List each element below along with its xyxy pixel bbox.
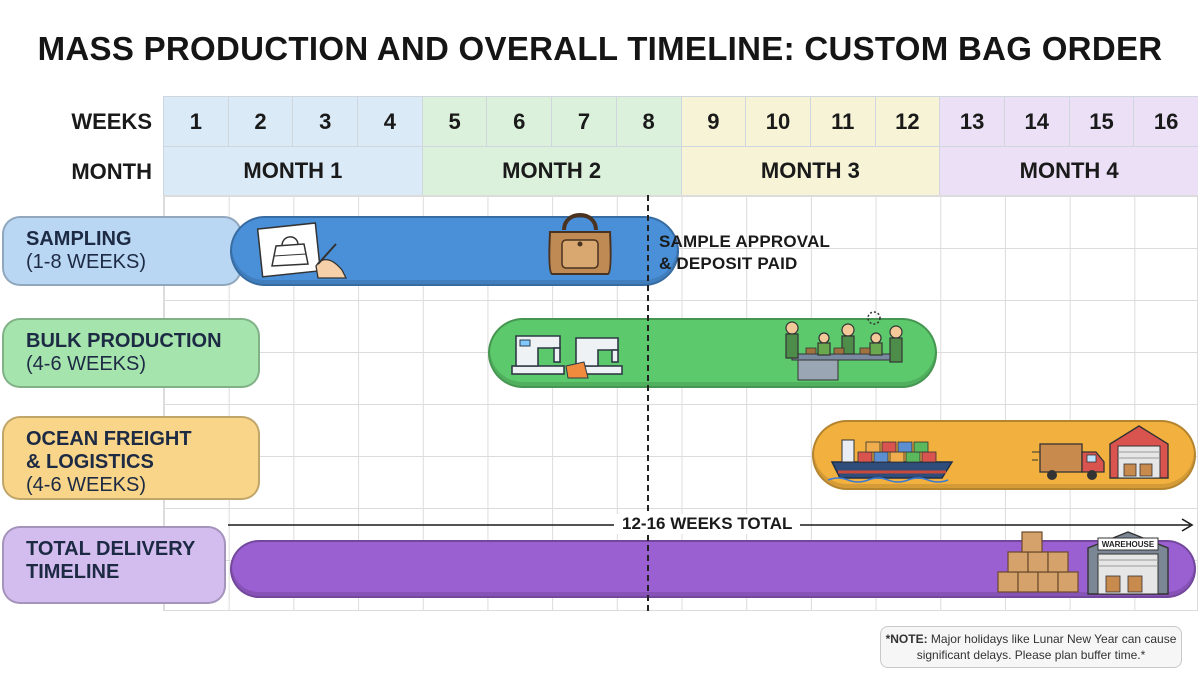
week-header-cell: 14 [1003, 96, 1069, 146]
phase-duration: (4-6 WEEKS) [26, 474, 147, 496]
phase-label: BULK PRODUCTION (4-6 WEEKS) [2, 318, 260, 388]
phase-label: SAMPLING (1-8 WEEKS) [2, 216, 242, 286]
week-header-cell: 10 [745, 96, 810, 146]
week-header-cell: 7 [551, 96, 616, 146]
note-text: Major holidays like Lunar New Year can c… [916, 632, 1177, 662]
sketch-icon [256, 222, 348, 279]
week-header-cell: 3 [292, 96, 358, 146]
phase-name: SAMPLING [26, 228, 132, 250]
sewing-machine-icon [511, 335, 623, 379]
week-header-cell: 16 [1133, 96, 1198, 146]
milestone-label: SAMPLE APPROVAL & DEPOSIT PAID [659, 231, 830, 275]
boxes-icon [997, 531, 1079, 593]
holiday-note: *NOTE: Major holidays like Lunar New Yea… [880, 626, 1182, 668]
phase-duration: (4-6 WEEKS) [26, 353, 147, 375]
week-header-cell: 12 [874, 96, 940, 146]
warehouse-icon [1109, 425, 1169, 479]
handbag-icon [548, 213, 612, 275]
week-header-cell: 11 [809, 96, 875, 146]
phase-name: & LOGISTICS [26, 451, 154, 473]
week-header-cell: 15 [1068, 96, 1134, 146]
week-header-cell: 4 [357, 96, 422, 146]
phase-label: OCEAN FREIGHT & LOGISTICS (4-6 WEEKS) [2, 416, 260, 500]
workers-icon [785, 311, 903, 381]
weeks-row-label: WEEKS [71, 109, 152, 134]
phase-name: TOTAL DELIVERY [26, 538, 196, 560]
week-header-cell: 8 [615, 96, 681, 146]
month-row-label: MONTH [71, 159, 152, 184]
week-header-cell: 13 [939, 96, 1004, 146]
month-header-cell: MONTH 3 [680, 146, 940, 195]
phase-name: BULK PRODUCTION [26, 330, 222, 352]
phase-duration: (1-8 WEEKS) [26, 251, 147, 273]
note-bold: *NOTE: [885, 632, 928, 646]
chart-title: MASS PRODUCTION AND OVERALL TIMELINE: CU… [37, 30, 1163, 67]
month-header-cell: MONTH 4 [939, 146, 1198, 195]
milestone-line [647, 195, 649, 611]
phase-name: OCEAN FREIGHT [26, 428, 192, 450]
week-header-cell: 1 [163, 96, 228, 146]
week-header-cell: 6 [486, 96, 552, 146]
warehouse-icon [1087, 531, 1169, 595]
month-header-cell: MONTH 1 [163, 146, 422, 195]
delivery-truck-icon [1032, 443, 1105, 480]
total-span-label: 12-16 WEEKS TOTAL [614, 514, 801, 534]
cargo-ship-icon [827, 439, 954, 483]
milestone-label-line1: SAMPLE APPROVAL [659, 232, 831, 251]
milestone-label-line2: & DEPOSIT PAID [659, 254, 798, 273]
week-header-cell: 2 [227, 96, 293, 146]
month-header-cell: MONTH 2 [421, 146, 681, 195]
week-header-cell: 5 [421, 96, 487, 146]
week-header-cell: 9 [680, 96, 746, 146]
phase-name: TIMELINE [26, 561, 120, 583]
phase-label: TOTAL DELIVERY TIMELINE [2, 526, 226, 604]
warehouse-sign: WAREHOUSE [1101, 540, 1155, 549]
